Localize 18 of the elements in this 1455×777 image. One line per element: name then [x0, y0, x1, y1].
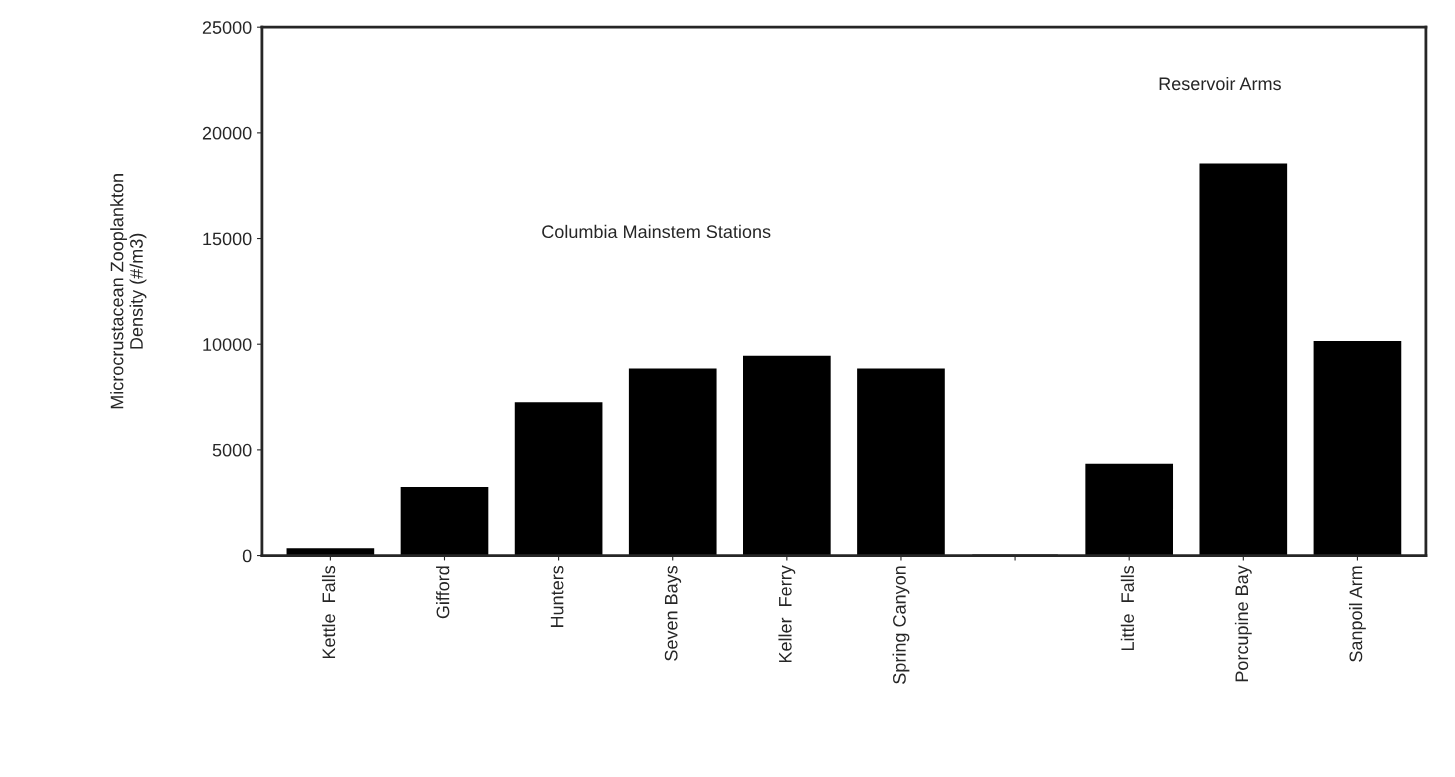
y-tick-label: 5000 — [212, 443, 252, 457]
x-tick-label: Spring Canyon — [892, 566, 910, 684]
x-tick-label: Sanpoil Arm — [1349, 566, 1366, 662]
x-tick-label: Porcupine Bay — [1234, 565, 1252, 682]
y-tick-label: 20000 — [202, 126, 252, 140]
x-tick-label: Little Falls — [1120, 565, 1135, 651]
x-tick-label: Keller Ferry — [778, 565, 796, 663]
annotation: Reservoir Arms — [1159, 76, 1281, 91]
y-tick-label: 0 — [242, 549, 252, 563]
y-tick-label: 10000 — [203, 338, 252, 351]
x-tick-label: Hunters — [550, 565, 564, 628]
y-tick-label: 15000 — [203, 232, 252, 246]
x-tick-label: Seven Bays — [664, 565, 682, 661]
y-tick-label: 25000 — [202, 21, 252, 34]
x-tick-label: Kettle Falls — [321, 565, 336, 659]
x-tick-label: Gifford — [436, 566, 450, 619]
y-axis-title: Microcrustacean Zooplankton Density (#/m3) — [110, 174, 147, 409]
annotation: Columbia Mainstem Stations — [542, 224, 771, 239]
